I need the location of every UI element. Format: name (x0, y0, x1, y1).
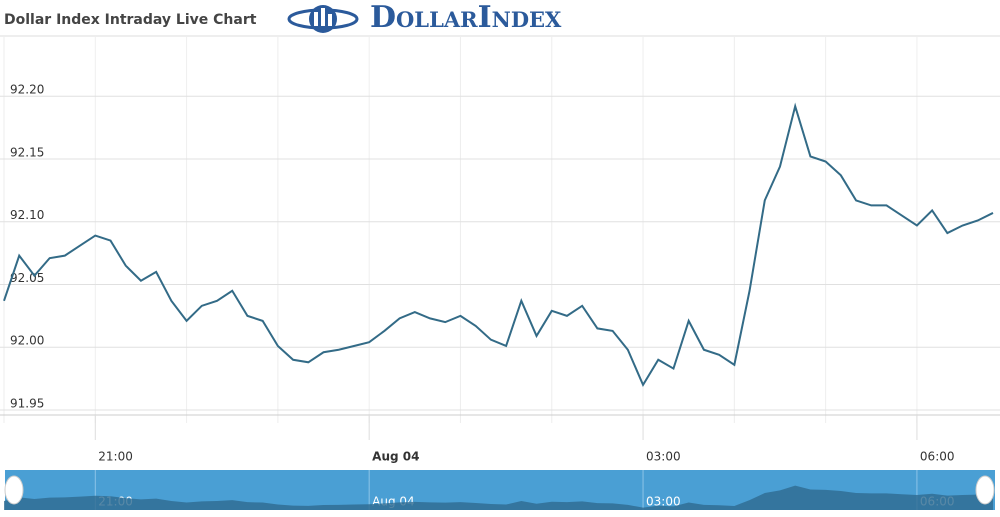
y-tick-label: 92.00 (10, 334, 44, 348)
chart-title: Dollar Index Intraday Live Chart (4, 12, 257, 28)
navigator-label: 03:00 (646, 495, 681, 509)
brand: DollarIndex (370, 0, 562, 35)
x-tick-label: Aug 04 (372, 450, 419, 464)
navigator-handle (975, 475, 995, 505)
line (3, 102, 994, 388)
logo (287, 5, 359, 33)
navigator-handle (4, 475, 24, 505)
y-tick-label: 91.95 (10, 396, 44, 410)
x-tick-label: 03:00 (646, 450, 681, 464)
y-tick-label: 92.05 (10, 271, 44, 285)
y-tick-label: 92.20 (10, 83, 44, 97)
y-tick-label: 92.15 (10, 145, 44, 159)
y-tick-label: 92.10 (10, 208, 44, 222)
x-tick-label: 06:00 (920, 450, 955, 464)
navigator-area (4, 485, 993, 510)
x-tick-label: 21:00 (98, 450, 133, 464)
